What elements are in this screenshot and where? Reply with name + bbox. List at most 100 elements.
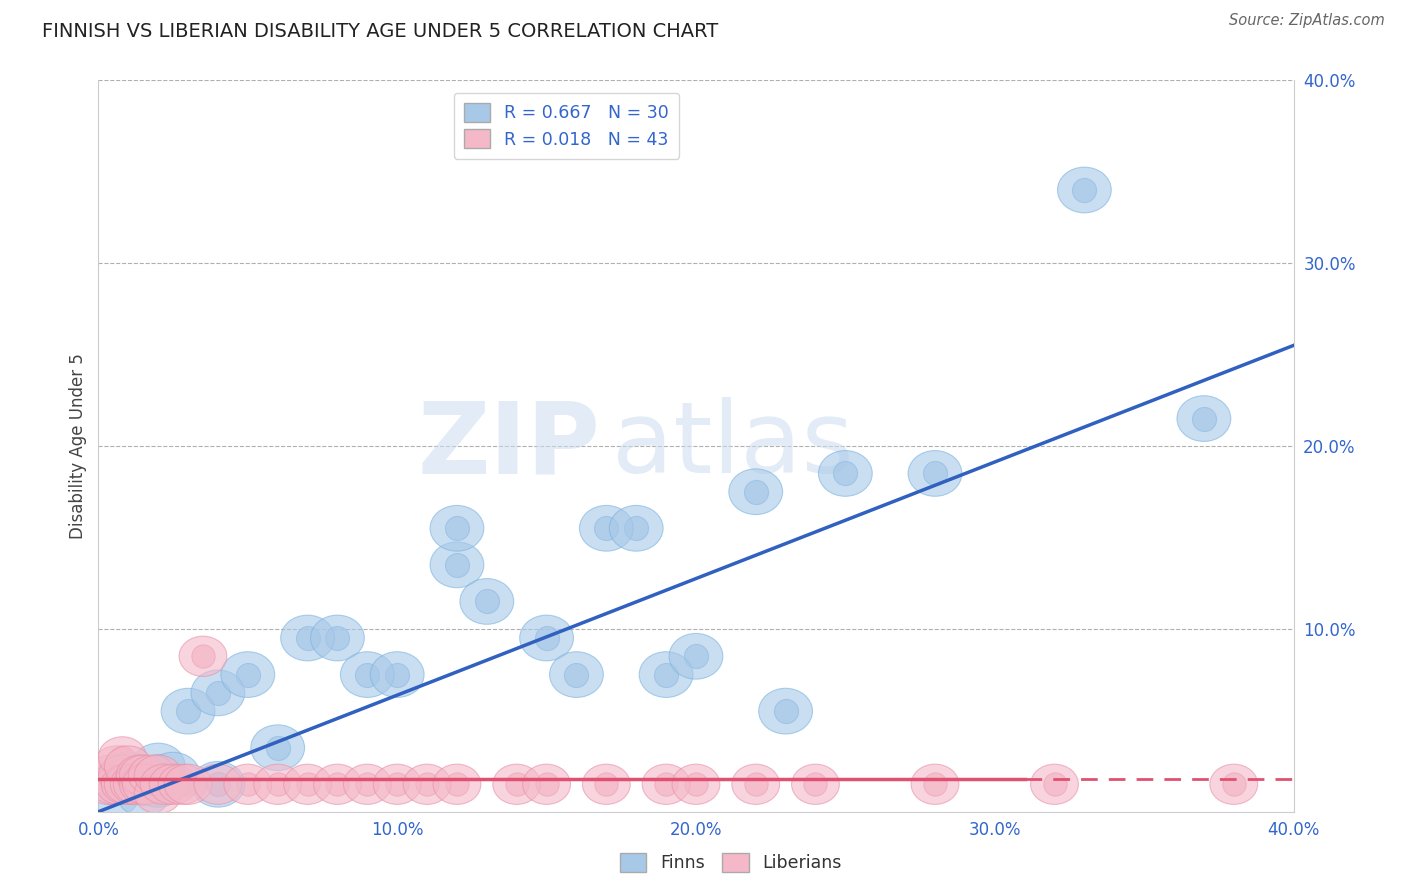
Ellipse shape (1211, 764, 1258, 805)
Point (924, 467, 946, 481)
Point (595, 777, 617, 791)
Ellipse shape (96, 764, 143, 805)
Ellipse shape (98, 755, 146, 796)
Point (132, 787, 155, 801)
Point (207, 686, 229, 700)
Point (267, 740, 290, 755)
Ellipse shape (114, 764, 162, 805)
Point (148, 768, 170, 782)
Y-axis label: Disability Age Under 5: Disability Age Under 5 (69, 353, 87, 539)
Ellipse shape (520, 615, 574, 661)
Ellipse shape (281, 615, 335, 661)
Ellipse shape (314, 764, 361, 805)
Ellipse shape (101, 764, 149, 805)
Ellipse shape (460, 579, 513, 624)
Ellipse shape (104, 764, 152, 805)
Text: atlas: atlas (613, 398, 853, 494)
Legend: R = 0.667   N = 30, R = 0.018   N = 43: R = 0.667 N = 30, R = 0.018 N = 43 (454, 93, 679, 159)
Point (1223, 777, 1246, 791)
Ellipse shape (131, 743, 186, 789)
Point (111, 768, 134, 782)
Ellipse shape (1031, 764, 1078, 805)
Point (506, 777, 529, 791)
Ellipse shape (343, 764, 391, 805)
Ellipse shape (101, 752, 155, 798)
Point (172, 777, 194, 791)
Point (207, 777, 229, 791)
Ellipse shape (1057, 167, 1111, 213)
Point (446, 521, 468, 535)
Ellipse shape (433, 764, 481, 805)
Ellipse shape (179, 636, 226, 676)
Point (385, 777, 409, 791)
Point (475, 594, 498, 608)
Ellipse shape (224, 764, 271, 805)
Point (162, 768, 184, 782)
Ellipse shape (221, 652, 274, 698)
Point (297, 631, 319, 645)
Point (153, 777, 176, 791)
Point (655, 667, 678, 681)
Point (745, 777, 768, 791)
Ellipse shape (104, 746, 152, 786)
Point (416, 777, 439, 791)
Point (655, 777, 678, 791)
Point (111, 749, 134, 764)
Point (595, 521, 617, 535)
Point (536, 777, 558, 791)
Point (191, 649, 214, 664)
Ellipse shape (550, 652, 603, 698)
Ellipse shape (135, 755, 183, 796)
Ellipse shape (582, 764, 630, 805)
Ellipse shape (374, 764, 422, 805)
Point (96, 777, 118, 791)
Ellipse shape (494, 764, 541, 805)
Point (1043, 777, 1066, 791)
Point (108, 777, 131, 791)
Point (1192, 411, 1215, 425)
Point (236, 667, 259, 681)
Ellipse shape (131, 762, 186, 807)
Ellipse shape (1177, 396, 1230, 442)
Ellipse shape (83, 764, 131, 805)
Point (132, 768, 155, 782)
Point (117, 759, 139, 773)
Ellipse shape (93, 746, 141, 786)
Point (536, 631, 558, 645)
Ellipse shape (669, 633, 723, 679)
Point (356, 777, 378, 791)
Point (141, 768, 163, 782)
Ellipse shape (908, 450, 962, 496)
Ellipse shape (87, 771, 141, 816)
Ellipse shape (191, 762, 245, 807)
Point (207, 777, 229, 791)
Point (1073, 183, 1095, 197)
Point (804, 777, 827, 791)
Ellipse shape (640, 652, 693, 698)
Ellipse shape (430, 542, 484, 588)
Text: ZIP: ZIP (418, 398, 600, 494)
Ellipse shape (122, 764, 170, 805)
Ellipse shape (340, 652, 394, 698)
Point (129, 768, 152, 782)
Ellipse shape (146, 752, 200, 798)
Point (236, 777, 259, 791)
Point (127, 777, 149, 791)
Point (626, 521, 648, 535)
Point (117, 768, 139, 782)
Ellipse shape (117, 771, 170, 816)
Point (267, 777, 290, 791)
Ellipse shape (733, 764, 780, 805)
Point (834, 467, 856, 481)
Text: Source: ZipAtlas.com: Source: ZipAtlas.com (1229, 13, 1385, 29)
Point (565, 667, 588, 681)
Ellipse shape (311, 615, 364, 661)
Point (148, 759, 170, 773)
Text: FINNISH VS LIBERIAN DISABILITY AGE UNDER 5 CORRELATION CHART: FINNISH VS LIBERIAN DISABILITY AGE UNDER… (42, 22, 718, 41)
Point (326, 631, 349, 645)
Point (148, 777, 170, 791)
Ellipse shape (159, 764, 207, 805)
Legend: Finns, Liberians: Finns, Liberians (613, 846, 849, 879)
Point (356, 667, 378, 681)
Ellipse shape (90, 764, 138, 805)
